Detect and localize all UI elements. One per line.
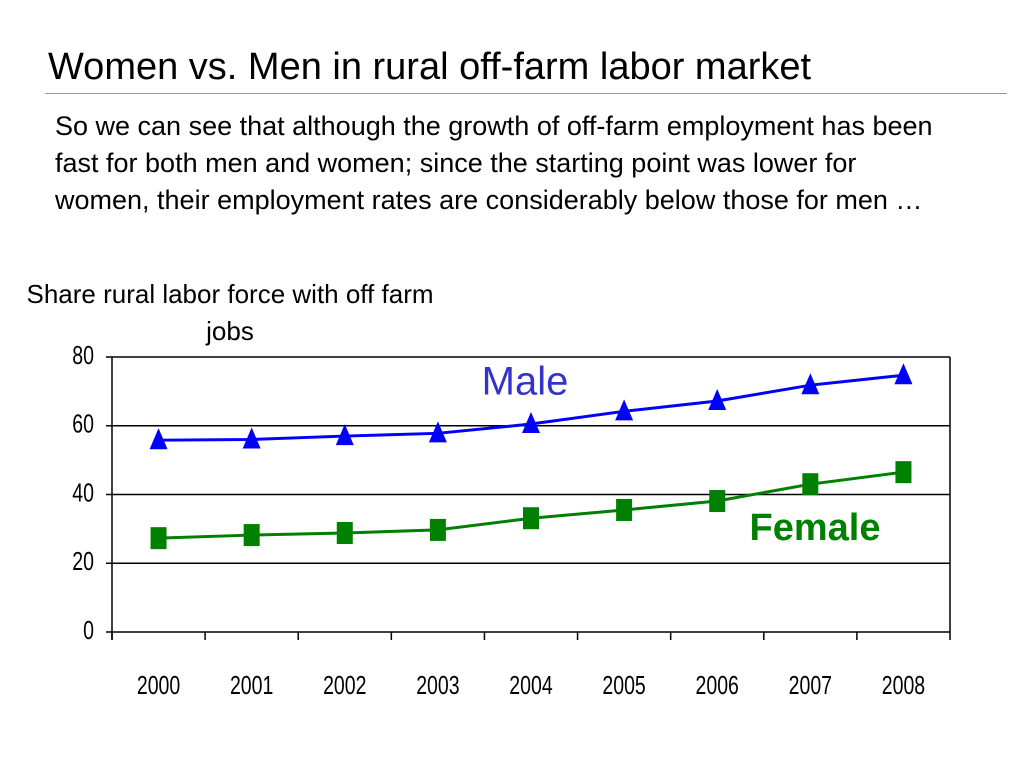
marker (709, 490, 726, 513)
body-text: So we can see that although the growth o… (55, 111, 933, 215)
y-tick-label: 80 (72, 340, 94, 369)
y-tick-label: 40 (72, 478, 94, 507)
x-tick-label: 2001 (230, 670, 273, 699)
marker (708, 389, 727, 410)
y-tick-label: 60 (72, 409, 94, 438)
y-axis-label: Share rural labor force with off farm jo… (26, 279, 434, 346)
x-tick-label: 2007 (789, 670, 832, 699)
marker (429, 518, 446, 541)
series-label: Male (482, 360, 569, 404)
marker (243, 524, 260, 547)
y-tick-label: 20 (72, 546, 94, 575)
marker (428, 421, 447, 443)
x-tick-label: 2004 (509, 670, 553, 699)
marker (336, 522, 353, 544)
marker (894, 363, 913, 385)
x-tick-label: 2000 (137, 670, 180, 699)
marker (801, 373, 820, 395)
marker (150, 527, 167, 550)
x-tick-label: 2003 (416, 670, 459, 699)
x-tick-label: 2005 (602, 670, 645, 699)
series-label: Female (750, 507, 881, 549)
slide-title: Women vs. Men in rural off-farm labor ma… (48, 46, 812, 88)
marker (523, 507, 539, 530)
marker (335, 424, 354, 446)
x-tick-label: 2008 (882, 670, 925, 699)
marker (615, 399, 634, 421)
marker (616, 498, 633, 521)
y-tick-label: 0 (83, 615, 94, 644)
x-tick-label: 2006 (696, 670, 739, 699)
marker (242, 427, 261, 449)
x-tick-label: 2002 (323, 670, 366, 699)
title-rule (45, 93, 1007, 94)
marker (895, 461, 912, 484)
marker (802, 473, 819, 496)
marker (149, 428, 168, 450)
marker (522, 412, 540, 434)
